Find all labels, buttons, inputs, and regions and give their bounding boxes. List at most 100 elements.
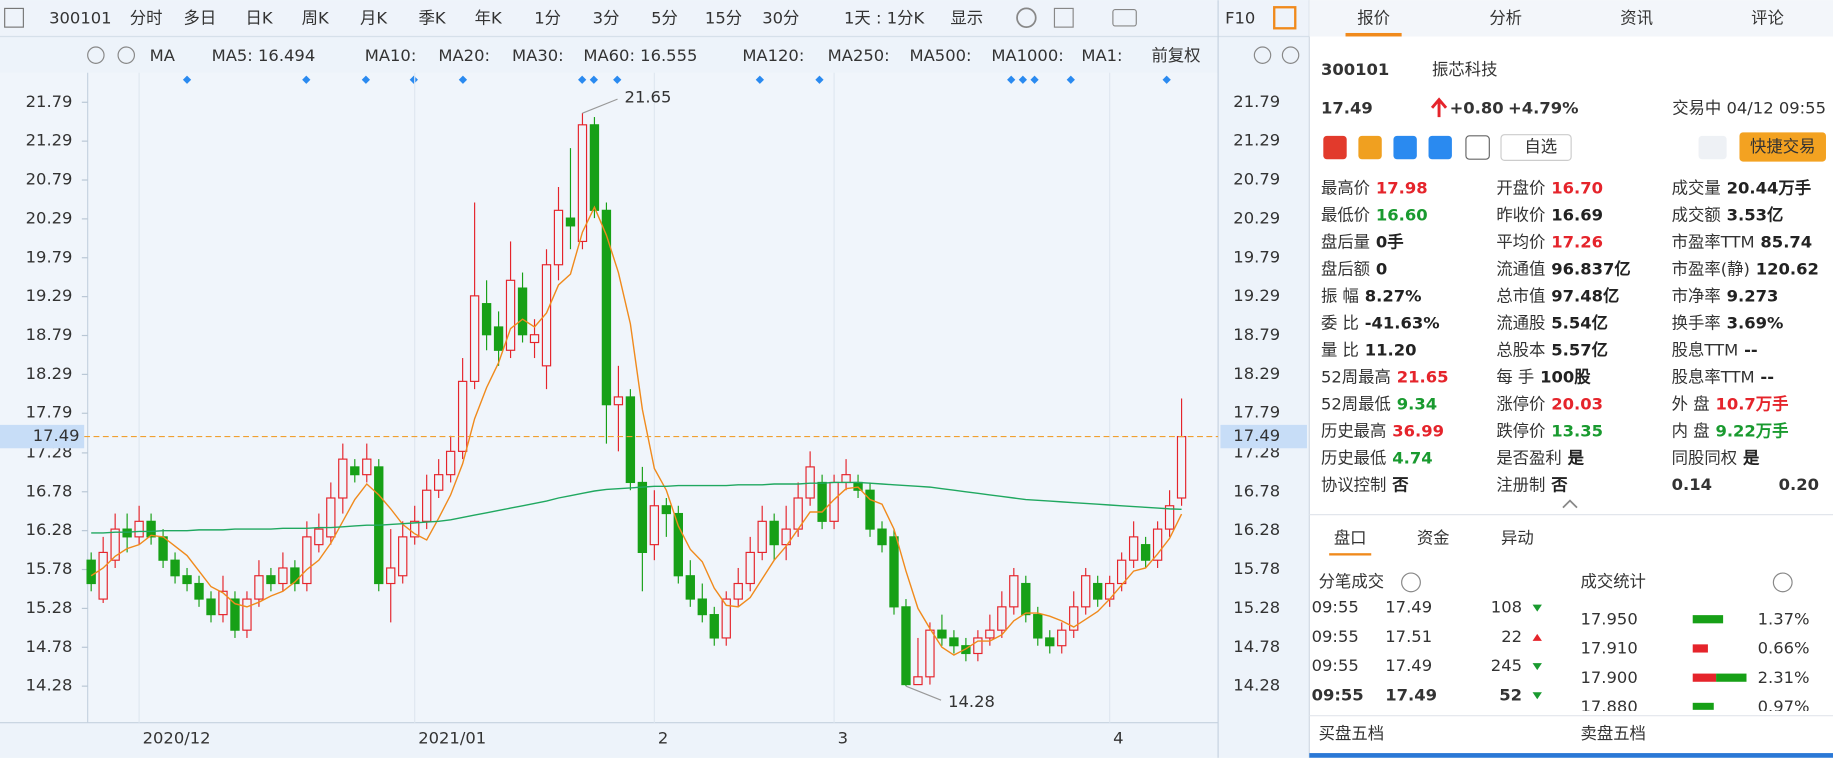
bottom-tab[interactable]: 盘口 <box>1334 529 1367 548</box>
icon[interactable] <box>1358 135 1382 160</box>
ma-line <box>90 205 1183 656</box>
sell-book[interactable]: 卖盘五档 <box>1580 724 1645 743</box>
candle-body <box>649 505 660 546</box>
candle-body <box>901 606 911 686</box>
period-tab[interactable]: 年K <box>475 8 503 27</box>
event-marker[interactable] <box>458 75 468 84</box>
panel-tab[interactable]: 评论 <box>1751 8 1784 27</box>
icon[interactable] <box>87 46 105 64</box>
event-marker[interactable] <box>182 75 192 84</box>
quote-row: 52周最高 21.65 <box>1321 367 1449 386</box>
candle-body <box>733 582 743 600</box>
event-marker[interactable] <box>302 75 311 84</box>
display-menu[interactable]: 显示 <box>950 8 983 27</box>
quote-value: 20.03 <box>1551 394 1603 413</box>
quote-row: 流通值 96.837亿 <box>1496 259 1630 278</box>
stat-price: 17.910 <box>1580 639 1637 658</box>
help-icon[interactable] <box>1401 572 1421 593</box>
quote-value: 是 <box>1742 448 1760 467</box>
icon[interactable] <box>1281 46 1300 64</box>
collapse-caret[interactable] <box>1562 499 1578 509</box>
period-tab[interactable]: 15分 <box>705 8 742 27</box>
x-tick-label: 2021/01 <box>418 729 486 748</box>
buy-book[interactable]: 买盘五档 <box>1319 724 1384 743</box>
quote-row: 最低价 16.60 <box>1321 205 1428 224</box>
quote-row: 注册制否 <box>1496 475 1568 494</box>
panel-tab[interactable]: 资讯 <box>1620 8 1653 27</box>
y-tick-label: 15.28 <box>1233 598 1280 617</box>
icon[interactable] <box>1253 46 1272 64</box>
period-select[interactable]: 1天 : 1分K <box>844 8 925 27</box>
icon[interactable] <box>1323 135 1347 160</box>
quote-label: 内 盘 <box>1672 421 1710 440</box>
bottom-tab[interactable]: 异动 <box>1501 529 1534 548</box>
icon[interactable] <box>1428 135 1452 160</box>
icon[interactable] <box>1465 135 1490 160</box>
event-marker[interactable] <box>815 75 824 84</box>
candle-body <box>1045 637 1055 647</box>
icon[interactable] <box>1393 135 1417 160</box>
candle-body <box>314 528 324 546</box>
quote-row: 换手率 3.69% <box>1672 313 1784 332</box>
candle-body <box>817 481 827 522</box>
icon[interactable] <box>1698 135 1727 160</box>
stat-pct: 0.97% <box>1758 697 1810 716</box>
event-marker[interactable] <box>1007 75 1016 84</box>
icon[interactable] <box>1016 7 1037 29</box>
period-tab[interactable]: 3分 <box>593 8 620 27</box>
quote-value: 120.62 <box>1756 259 1819 278</box>
f10-button[interactable]: F10 <box>1225 8 1255 27</box>
period-tab[interactable]: 周K <box>302 8 330 27</box>
price-tag-bg <box>1220 424 1307 449</box>
candle-body <box>230 598 240 631</box>
icon[interactable] <box>1273 6 1297 30</box>
event-marker[interactable] <box>613 75 622 84</box>
period-tab[interactable]: 1分 <box>534 8 561 27</box>
quote-row: 总市值 97.48亿 <box>1496 286 1619 305</box>
ma-menu[interactable]: MA <box>150 46 176 65</box>
panel-tab[interactable]: 报价 <box>1357 8 1390 27</box>
period-tab[interactable]: 分时 <box>130 8 163 27</box>
quote-label: 同股同权 <box>1672 448 1737 467</box>
quote-label: 历史最高 <box>1321 421 1386 440</box>
candle-body <box>290 567 300 585</box>
quote-label: 市盈率(静) <box>1672 259 1750 278</box>
event-marker[interactable] <box>1162 75 1171 84</box>
trade-volume: 245 <box>1491 656 1522 675</box>
event-marker[interactable] <box>578 75 587 84</box>
icon[interactable] <box>1112 9 1137 27</box>
candle-body <box>721 598 731 639</box>
quote-row: 外 盘 10.7万手 <box>1672 394 1789 413</box>
event-marker[interactable] <box>755 75 764 84</box>
period-tab[interactable]: 多日 <box>184 8 217 27</box>
candle-body <box>170 559 180 577</box>
watch-button[interactable] <box>1500 134 1572 161</box>
period-tab[interactable]: 月K <box>360 8 388 27</box>
candle-body <box>481 303 492 336</box>
quote-label: 涨停价 <box>1496 394 1545 413</box>
y-tick-label: 19.79 <box>26 247 73 266</box>
adjust-menu[interactable]: 前复权 <box>1151 46 1200 65</box>
period-tab[interactable]: 日K <box>245 8 273 27</box>
period-tab[interactable]: 季K <box>419 8 447 27</box>
icon[interactable] <box>4 7 24 28</box>
trade-label[interactable]: 快捷交易 <box>1750 137 1815 156</box>
ma-legend-item: MA120: <box>742 46 804 65</box>
trade-button[interactable] <box>1739 132 1826 162</box>
panel-tab[interactable]: 分析 <box>1489 8 1522 27</box>
event-marker[interactable] <box>361 75 371 84</box>
candle-body <box>158 536 168 561</box>
icon[interactable] <box>1053 7 1074 28</box>
panel-code: 300101 <box>1321 60 1389 79</box>
trade-arrow <box>1532 604 1542 612</box>
period-tab[interactable]: 5分 <box>651 8 678 27</box>
watch-label[interactable]: 自选 <box>1524 137 1557 156</box>
icon[interactable] <box>117 46 136 64</box>
stock-code[interactable]: 300101 <box>49 8 111 27</box>
stat-pct: 0.66% <box>1758 639 1810 658</box>
bottom-tab[interactable]: 资金 <box>1417 529 1450 548</box>
quote-label: 盘后量 <box>1321 232 1370 251</box>
period-tab[interactable]: 30分 <box>762 8 799 27</box>
candle-body <box>457 380 468 452</box>
icon[interactable] <box>1772 572 1793 593</box>
